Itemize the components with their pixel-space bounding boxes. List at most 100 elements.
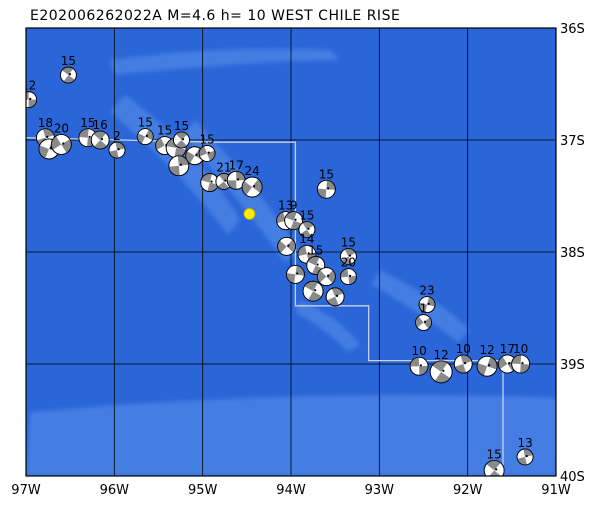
beachball-rim <box>302 280 324 302</box>
beachball-compression-quadrant <box>297 245 307 257</box>
beachball-rim <box>340 268 357 286</box>
beachball-axis-dot <box>495 468 498 471</box>
focal-mechanism-beachball <box>316 267 336 287</box>
beachball-axis-dot <box>327 187 330 190</box>
beachball-compression-quadrant <box>302 221 314 230</box>
beachball-rim <box>409 356 429 376</box>
beachball-rim <box>483 460 505 476</box>
beachball-axis-dot <box>294 218 297 221</box>
beachball-compression-quadrant <box>252 178 263 193</box>
beachball-rim <box>476 355 498 377</box>
beachball-compression-quadrant <box>423 317 432 329</box>
focal-mechanism-beachball: 24 <box>241 164 263 198</box>
x-tick-label: 93W <box>365 483 395 498</box>
focal-mechanism-beachball: 15 <box>198 132 216 162</box>
beachball-axis-dot <box>463 362 467 365</box>
mechanism-magnitude-label: 20 <box>341 256 356 270</box>
mechanism-magnitude-label: 13 <box>278 199 293 213</box>
mechanism-magnitude-label: 18 <box>38 116 53 130</box>
beachball-rim <box>284 211 304 231</box>
mechanism-magnitude-label: 15 <box>319 167 334 181</box>
focal-mechanism-beachball: 16 <box>90 118 110 150</box>
beachball-axis-dot <box>521 362 524 365</box>
x-tick-label: 92W <box>453 483 483 498</box>
mechanism-magnitude-label: 15 <box>157 124 172 138</box>
focal-mechanism-beachball: 12 <box>476 343 498 377</box>
focal-mechanism-beachball: 10 <box>453 342 473 374</box>
beachball-rim <box>173 131 190 149</box>
beachball-compression-quadrant <box>145 129 154 141</box>
beachball-rim <box>60 66 77 84</box>
focal-mechanism-beachball <box>302 280 324 302</box>
mechanism-magnitude-label: 15 <box>61 54 76 68</box>
beachball-compression-quadrant <box>62 67 74 76</box>
beachball-compression-quadrant <box>227 180 237 190</box>
beachball-compression-quadrant <box>78 128 89 138</box>
beachball-axis-dot <box>419 364 422 367</box>
focal-mechanism-beachball: 10 <box>409 344 429 376</box>
mechanism-magnitude-label: 1 <box>420 302 428 316</box>
beachball-rim <box>415 314 432 331</box>
mechanism-magnitude-label: 15 <box>80 116 95 130</box>
beachball-compression-quadrant <box>94 140 107 149</box>
beachball-compression-quadrant <box>177 155 189 166</box>
beachball-rim <box>136 128 154 146</box>
beachball-compression-quadrant <box>344 248 356 257</box>
beachball-compression-quadrant <box>410 357 420 367</box>
ridge-shape-mid <box>295 300 360 352</box>
beachball-axis-dot <box>224 179 227 182</box>
x-tick-label: 96W <box>100 483 130 498</box>
beachball-compression-quadrant <box>176 131 188 140</box>
mechanism-magnitude-label: 15 <box>487 447 502 461</box>
beachball-axis-dot <box>307 227 310 230</box>
beachball-compression-quadrant <box>93 131 107 140</box>
beachball-axis-dot <box>296 272 299 275</box>
mechanism-magnitude-label: 17 <box>500 342 515 356</box>
focal-mechanism-beachball <box>168 155 190 177</box>
beachball-rim <box>168 155 190 177</box>
map-frame <box>25 27 557 477</box>
beachball-rim <box>50 134 72 155</box>
mechanism-magnitude-label: 10 <box>513 342 528 356</box>
focal-mechanism-beachball <box>286 264 305 284</box>
beachball-compression-quadrant <box>520 364 530 374</box>
beachball-axis-dot <box>68 73 72 76</box>
focal-mechanism-beachball: 15 <box>173 119 190 149</box>
beachball-compression-quadrant <box>277 240 287 254</box>
beachball-compression-quadrant <box>498 356 508 370</box>
beachball-compression-quadrant <box>286 272 296 284</box>
beachball-compression-quadrant <box>286 239 296 253</box>
beachball-compression-quadrant <box>432 360 448 372</box>
beachball-axis-dot <box>145 134 148 137</box>
beachball-compression-quadrant <box>218 173 231 182</box>
y-tick-label: 38S <box>560 246 585 261</box>
focal-mechanism-beachball: 15 <box>60 54 77 84</box>
beachball-rim <box>429 360 453 384</box>
beachball-compression-quadrant <box>341 256 353 265</box>
focal-mechanism-beachball: 15 <box>483 447 505 476</box>
beachball-compression-quadrant <box>523 448 533 457</box>
beachball-compression-quadrant <box>415 316 424 328</box>
beachball-compression-quadrant <box>185 151 195 164</box>
beachball-compression-quadrant <box>307 256 320 266</box>
beachball-axis-dot <box>335 294 339 297</box>
beachball-rim <box>241 176 263 198</box>
beachball-axis-dot <box>236 178 240 181</box>
y-tick-label: 36S <box>560 22 585 37</box>
mechanism-magnitude-label: 14 <box>299 232 314 246</box>
beachball-compression-quadrant <box>174 147 187 158</box>
beachball-axis-dot <box>488 364 491 367</box>
beachball-rim <box>325 287 345 307</box>
beachball-rim <box>286 264 305 284</box>
focal-mechanism-beachball: 12 <box>21 79 38 109</box>
beachball-axis-dot <box>181 138 185 141</box>
focal-mechanism-beachball: 15 <box>298 209 316 239</box>
beachball-axis-dot <box>307 252 310 255</box>
mechanism-magnitude-label: 12 <box>21 79 36 93</box>
mechanism-magnitude-label: 17 <box>229 158 244 172</box>
beachball-compression-quadrant <box>434 371 451 383</box>
beachball-compression-quadrant <box>348 275 357 285</box>
beachball-compression-quadrant <box>242 181 253 196</box>
